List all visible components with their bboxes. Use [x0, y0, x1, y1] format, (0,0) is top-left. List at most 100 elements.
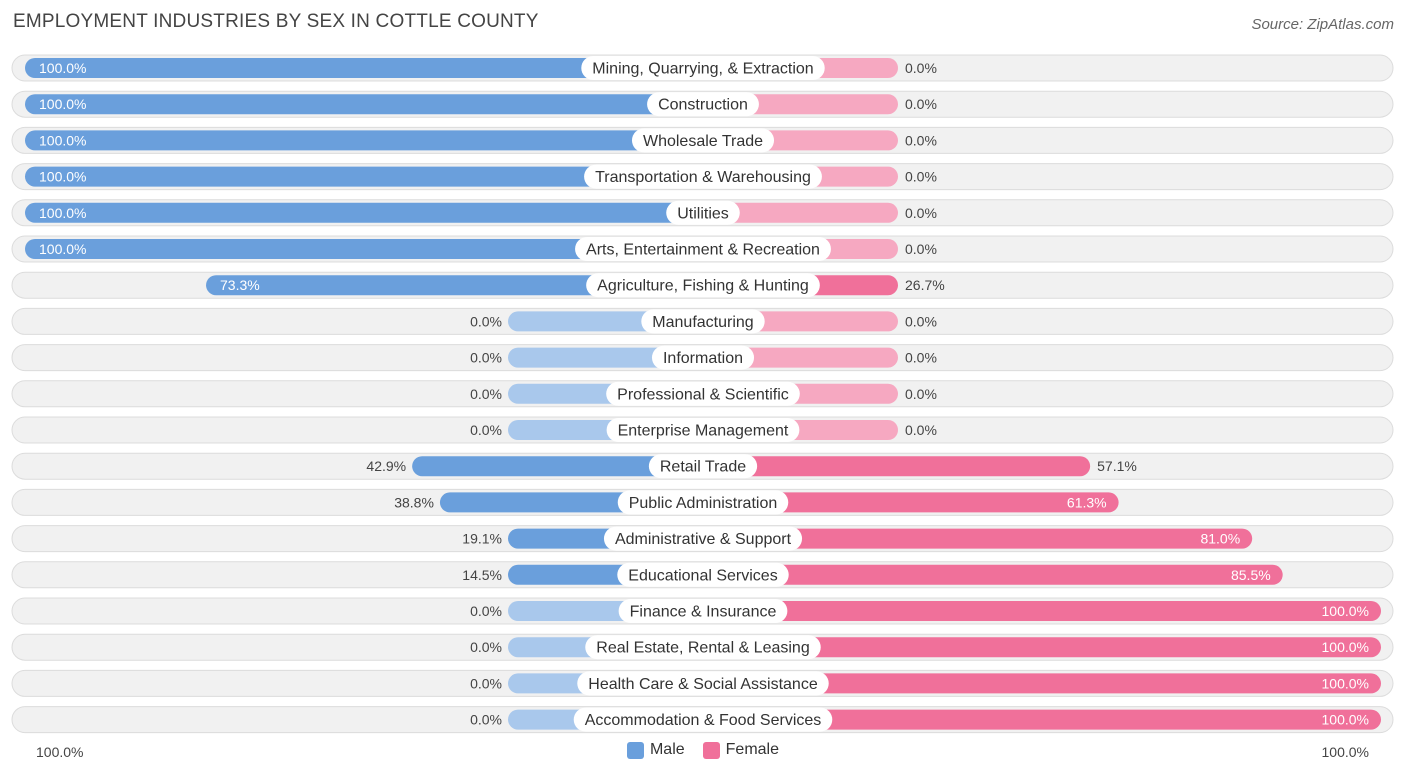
category-label: Wholesale Trade [643, 133, 763, 150]
category-label: Finance & Insurance [630, 604, 777, 621]
category-label-pill [648, 454, 758, 479]
male-value-label: 0.0% [470, 313, 502, 329]
chart-title: EMPLOYMENT INDUSTRIES BY SEX IN COTTLE C… [13, 11, 539, 32]
male-value-label: 0.0% [470, 422, 502, 438]
category-label-pill [617, 490, 789, 515]
category-label: Health Care & Social Assistance [588, 676, 818, 693]
category-label-pill [581, 56, 825, 80]
category-label-pill [641, 309, 765, 334]
male-value-label: 0.0% [470, 603, 502, 619]
female-value-label: 0.0% [905, 60, 937, 76]
source-label: Source: ZipAtlas.com [1251, 16, 1394, 33]
category-label-pill [606, 381, 800, 406]
category-label: Utilities [677, 205, 729, 222]
category-label: Transportation & Warehousing [595, 169, 811, 186]
male-bar [25, 58, 703, 78]
legend-item-male[interactable]: Male [626, 741, 685, 759]
male-bar [412, 456, 703, 477]
category-label-pill [647, 92, 759, 117]
category-label-pill [584, 164, 822, 189]
category-label: Administrative & Support [615, 531, 792, 548]
category-label: Arts, Entertainment & Recreation [586, 242, 820, 259]
male-value-label: 0.0% [470, 350, 502, 366]
male-value-label: 0.0% [470, 386, 502, 402]
female-bar [703, 492, 1119, 513]
category-label: Mining, Quarrying, & Extraction [592, 61, 813, 78]
male-value-label: 0.0% [470, 675, 502, 691]
male-value-label: 73.3% [220, 277, 260, 293]
category-label-pill [618, 599, 788, 623]
category-label: Professional & Scientific [617, 386, 789, 403]
category-label-pill [651, 345, 755, 370]
category-label-pill [666, 200, 740, 225]
female-value-label: 100.0% [1322, 675, 1369, 691]
female-value-label: 0.0% [905, 169, 937, 185]
female-value-label: 0.0% [905, 132, 937, 148]
female-bar [703, 601, 1381, 621]
category-label: Real Estate, Rental & Leasing [596, 640, 809, 657]
category-label: Construction [658, 97, 748, 114]
legend-item-female[interactable]: Female [702, 741, 780, 759]
legend: Male Female [0, 741, 1406, 759]
female-bar [703, 202, 898, 223]
category-label: Enterprise Management [618, 423, 789, 440]
legend-swatch-male [626, 741, 644, 759]
female-value-label: 0.0% [905, 386, 937, 402]
female-value-label: 57.1% [1097, 458, 1137, 474]
category-label-pill [577, 671, 829, 696]
female-value-label: 100.0% [1322, 712, 1369, 728]
axis-label-right: 100.0% [1322, 744, 1369, 760]
category-label: Retail Trade [660, 459, 746, 476]
male-value-label: 100.0% [39, 132, 86, 148]
female-value-label: 0.0% [905, 422, 937, 438]
female-value-label: 26.7% [905, 277, 945, 293]
male-value-label: 100.0% [39, 96, 86, 112]
male-value-label: 100.0% [39, 169, 86, 185]
legend-swatch-female [702, 741, 720, 759]
category-label-pill [617, 562, 789, 587]
male-value-label: 0.0% [470, 712, 502, 728]
category-label: Agriculture, Fishing & Hunting [597, 278, 809, 295]
male-value-label: 0.0% [470, 639, 502, 655]
female-value-label: 0.0% [905, 96, 937, 112]
male-value-label: 100.0% [39, 241, 86, 257]
category-label-pill [606, 418, 800, 442]
male-bar [25, 239, 703, 259]
axis-label-left: 100.0% [36, 744, 83, 760]
female-value-label: 0.0% [905, 205, 937, 221]
male-value-label: 19.1% [462, 531, 502, 547]
female-bar [703, 528, 1253, 549]
male-bar [25, 130, 703, 151]
category-label-pill [573, 707, 833, 732]
female-value-label: 100.0% [1322, 603, 1369, 619]
female-bar [703, 637, 1381, 658]
category-label: Information [663, 350, 743, 367]
female-value-label: 61.3% [1067, 494, 1107, 510]
male-value-label: 100.0% [39, 205, 86, 221]
male-bar [206, 275, 703, 296]
category-label: Educational Services [628, 567, 777, 584]
category-label-pill [575, 237, 831, 261]
category-label-pill [631, 128, 775, 153]
male-bar [25, 166, 703, 187]
legend-label-male: Male [649, 741, 685, 758]
female-value-label: 81.0% [1200, 531, 1240, 547]
category-label: Public Administration [629, 495, 778, 512]
legend-label-female: Female [725, 741, 780, 758]
male-bar [25, 202, 703, 223]
female-bar [703, 564, 1283, 585]
male-value-label: 14.5% [462, 567, 502, 583]
category-label: Manufacturing [652, 314, 753, 331]
category-label-pill [586, 273, 820, 298]
female-bar [703, 456, 1091, 477]
female-bar [703, 709, 1381, 730]
female-value-label: 0.0% [905, 313, 937, 329]
male-value-label: 38.8% [394, 494, 434, 510]
category-label-pill [585, 635, 821, 660]
female-value-label: 100.0% [1322, 639, 1369, 655]
female-value-label: 85.5% [1231, 567, 1271, 583]
category-label-pill [603, 526, 803, 551]
male-value-label: 42.9% [366, 458, 406, 474]
female-bar [703, 673, 1381, 694]
